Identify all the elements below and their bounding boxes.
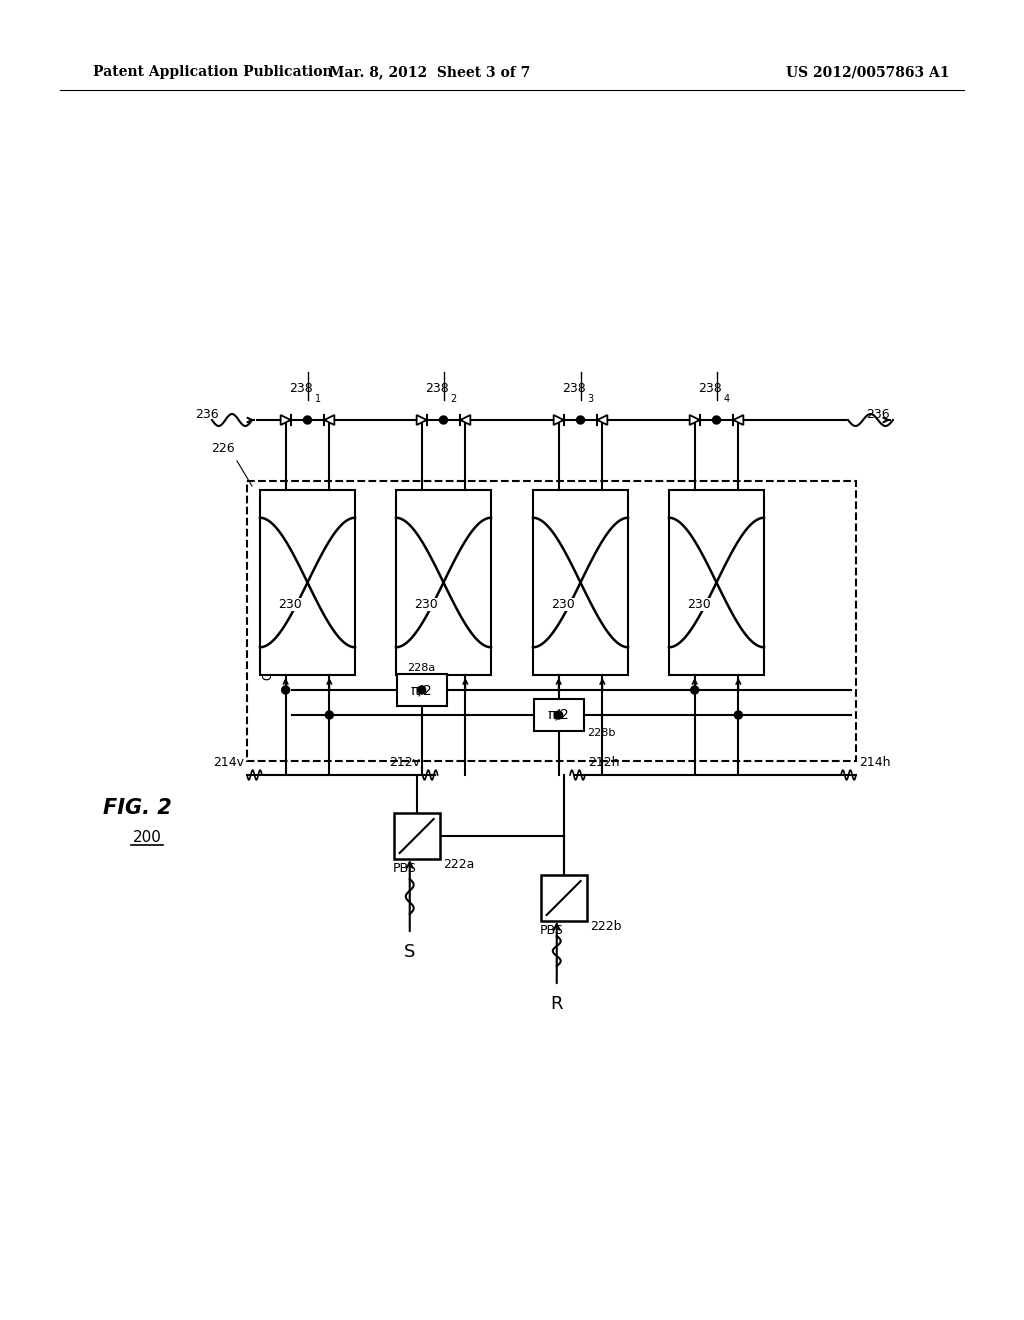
Text: 3: 3 — [588, 393, 594, 404]
Text: 228a: 228a — [408, 663, 436, 673]
Polygon shape — [534, 490, 628, 675]
Polygon shape — [260, 490, 355, 675]
Polygon shape — [396, 675, 446, 706]
Text: 200: 200 — [132, 830, 162, 846]
Text: 236: 236 — [195, 408, 219, 421]
Circle shape — [418, 686, 426, 694]
Text: π/2: π/2 — [411, 682, 432, 697]
Text: 238: 238 — [562, 381, 586, 395]
Polygon shape — [461, 414, 470, 425]
Circle shape — [303, 416, 311, 424]
Text: 222b: 222b — [590, 920, 622, 932]
Text: 230: 230 — [551, 598, 574, 611]
Text: 236: 236 — [866, 408, 890, 421]
Circle shape — [555, 711, 562, 719]
Text: OPTICAL HYBRID: OPTICAL HYBRID — [262, 582, 275, 680]
Text: 230: 230 — [414, 598, 437, 611]
Polygon shape — [733, 414, 743, 425]
Text: 214v: 214v — [213, 756, 244, 770]
Polygon shape — [689, 414, 699, 425]
Polygon shape — [281, 414, 291, 425]
Text: R: R — [551, 995, 563, 1012]
Text: FIG. 2: FIG. 2 — [102, 799, 171, 818]
Text: 228b: 228b — [587, 729, 615, 738]
Polygon shape — [597, 414, 607, 425]
Text: 226: 226 — [211, 442, 234, 455]
Text: PBS: PBS — [393, 862, 417, 875]
Text: 238: 238 — [289, 381, 312, 395]
Text: PBS: PBS — [540, 924, 563, 937]
Circle shape — [439, 416, 447, 424]
Circle shape — [282, 686, 290, 694]
Text: 238: 238 — [425, 381, 449, 395]
Polygon shape — [393, 813, 439, 859]
Circle shape — [713, 416, 721, 424]
Polygon shape — [396, 490, 490, 675]
Polygon shape — [417, 414, 427, 425]
Text: 222a: 222a — [442, 858, 474, 870]
Polygon shape — [669, 490, 764, 675]
Text: US 2012/0057863 A1: US 2012/0057863 A1 — [786, 65, 949, 79]
Text: 1: 1 — [314, 393, 321, 404]
Text: 230: 230 — [687, 598, 711, 611]
Polygon shape — [534, 700, 584, 731]
Circle shape — [734, 711, 742, 719]
Polygon shape — [541, 875, 587, 921]
Circle shape — [577, 416, 585, 424]
Text: 214h: 214h — [859, 756, 891, 770]
Text: 238: 238 — [697, 381, 722, 395]
Text: Mar. 8, 2012  Sheet 3 of 7: Mar. 8, 2012 Sheet 3 of 7 — [330, 65, 530, 79]
Text: π/2: π/2 — [548, 708, 569, 722]
Polygon shape — [554, 414, 563, 425]
Circle shape — [690, 686, 698, 694]
Text: S: S — [404, 942, 416, 961]
Text: 212h: 212h — [588, 756, 620, 770]
Circle shape — [326, 711, 334, 719]
Text: 212v: 212v — [389, 756, 420, 770]
Text: 230: 230 — [278, 598, 302, 611]
Text: Patent Application Publication: Patent Application Publication — [93, 65, 333, 79]
Text: 2: 2 — [451, 393, 457, 404]
Polygon shape — [325, 414, 335, 425]
Text: 4: 4 — [724, 393, 730, 404]
